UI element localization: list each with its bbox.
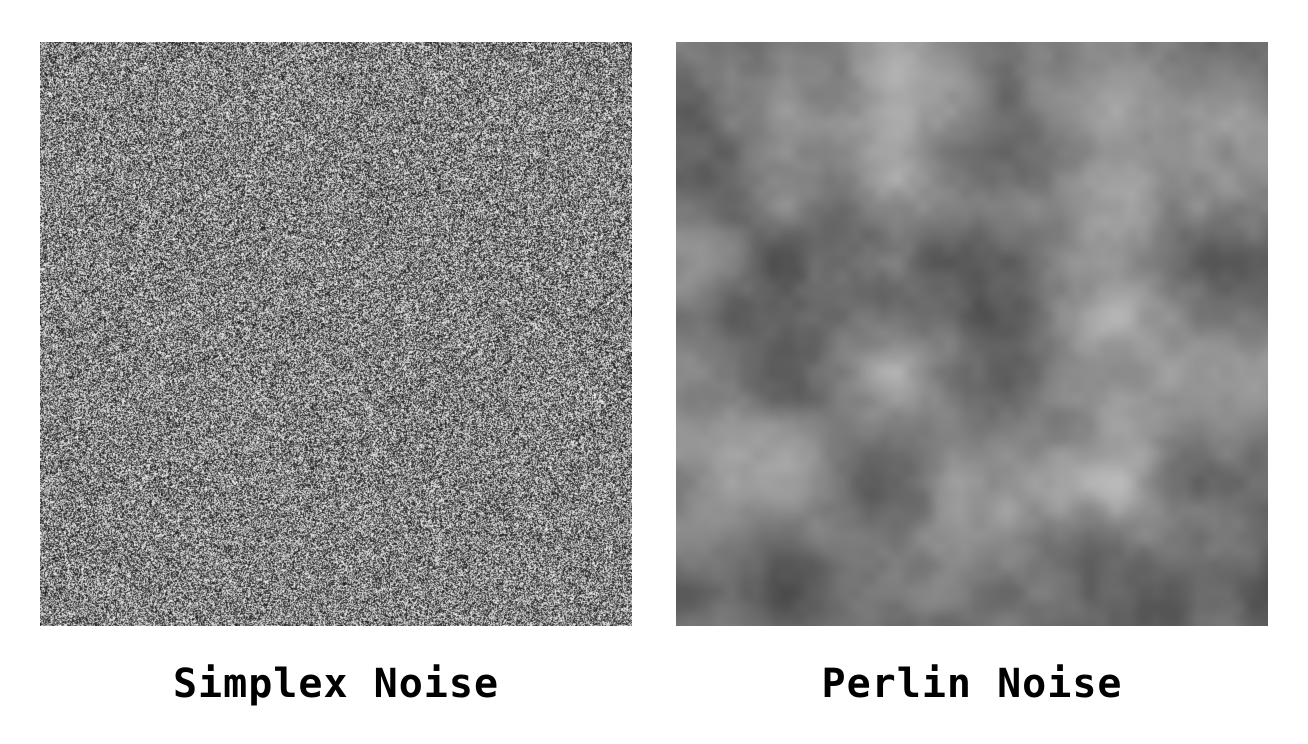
perlin-noise-image <box>676 42 1268 626</box>
simplex-noise-image <box>40 42 632 626</box>
perlin-noise-canvas <box>676 42 1268 626</box>
simplex-noise-caption: Simplex Noise <box>172 661 500 707</box>
simplex-noise-canvas <box>40 42 632 626</box>
perlin-noise-caption: Perlin Noise <box>821 661 1123 707</box>
